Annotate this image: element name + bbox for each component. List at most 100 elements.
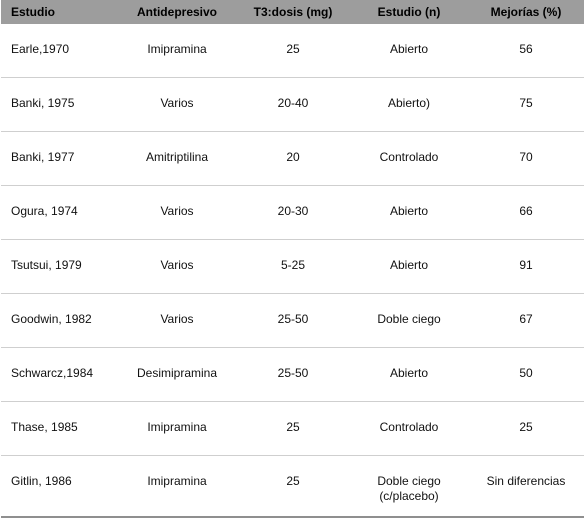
cell-mejorias: 67 bbox=[468, 293, 584, 348]
cell-estudio-text: Goodwin, 1982 bbox=[11, 312, 92, 326]
cell-t3-dosis: 5-25 bbox=[236, 239, 350, 294]
cell-estudio-n: Controlado bbox=[350, 401, 468, 456]
cell-estudio: Ogura, 1974 bbox=[1, 185, 118, 240]
cell-t3-dosis-text: 20-40 bbox=[277, 96, 309, 110]
cell-t3-dosis-text: 25 bbox=[286, 474, 300, 488]
cell-estudio-text: Ogura, 1974 bbox=[11, 204, 78, 218]
cell-antidepresivo: Varios bbox=[118, 239, 236, 294]
cell-antidepresivo: Desimipramina bbox=[118, 347, 236, 402]
cell-estudio-n-text: Abierto bbox=[389, 366, 429, 380]
cell-antidepresivo-text: Imipramina bbox=[147, 474, 207, 488]
cell-t3-dosis-text: 25-50 bbox=[277, 312, 309, 326]
cell-mejorias-text: 75 bbox=[519, 96, 533, 110]
cell-estudio-n: Abierto bbox=[350, 239, 468, 294]
cell-estudio: Schwarcz,1984 bbox=[1, 347, 118, 402]
cell-t3-dosis-text: 25 bbox=[286, 42, 300, 56]
table-row: Schwarcz,1984 Desimipramina 25-50 Abierto 50 bbox=[1, 347, 584, 402]
cell-mejorias-text: Sin diferencias bbox=[486, 474, 566, 488]
cell-antidepresivo: Varios bbox=[118, 77, 236, 132]
cell-antidepresivo: Amitriptilina bbox=[118, 131, 236, 186]
cell-mejorias: 75 bbox=[468, 77, 584, 132]
cell-mejorias-text: 67 bbox=[519, 312, 533, 326]
cell-estudio-n-text: Abierto bbox=[389, 258, 429, 272]
cell-estudio-text: Schwarcz,1984 bbox=[11, 366, 94, 380]
table-row: Goodwin, 1982 Varios 25-50 Doble ciego 67 bbox=[1, 293, 584, 348]
cell-mejorias: 66 bbox=[468, 185, 584, 240]
cell-mejorias-text: 66 bbox=[519, 204, 533, 218]
cell-mejorias: 50 bbox=[468, 347, 584, 402]
cell-estudio-n-text: Controlado bbox=[379, 420, 439, 434]
table-row: Earle,1970 Imipramina 25 Abierto 56 bbox=[1, 24, 584, 78]
cell-t3-dosis: 25 bbox=[236, 24, 350, 78]
cell-t3-dosis: 20-40 bbox=[236, 77, 350, 132]
cell-t3-dosis: 25-50 bbox=[236, 347, 350, 402]
cell-antidepresivo: Imipramina bbox=[118, 24, 236, 78]
cell-t3-dosis: 25 bbox=[236, 455, 350, 518]
header-estudio: Estudio bbox=[1, 0, 118, 24]
cell-estudio: Thase, 1985 bbox=[1, 401, 118, 456]
table-row: Tsutsui, 1979 Varios 5-25 Abierto 91 bbox=[1, 239, 584, 294]
header-estudio-n: Estudio (n) bbox=[350, 0, 468, 24]
cell-t3-dosis-text: 5-25 bbox=[280, 258, 306, 272]
cell-estudio-n: Controlado bbox=[350, 131, 468, 186]
cell-antidepresivo: Varios bbox=[118, 293, 236, 348]
study-table-container: Estudio Antidepresivo T3:dosis (mg) Estu… bbox=[1, 0, 584, 518]
cell-antidepresivo: Varios bbox=[118, 185, 236, 240]
header-mejorias: Mejorías (%) bbox=[468, 0, 584, 24]
header-t3-dosis: T3:dosis (mg) bbox=[236, 0, 350, 24]
cell-estudio-n-text: Abierto) bbox=[387, 96, 431, 110]
cell-mejorias-text: 25 bbox=[519, 420, 533, 434]
cell-estudio-n: Abierto bbox=[350, 185, 468, 240]
cell-estudio: Goodwin, 1982 bbox=[1, 293, 118, 348]
cell-mejorias: 91 bbox=[468, 239, 584, 294]
cell-estudio-n-text: Controlado bbox=[379, 150, 439, 164]
cell-estudio-n-text: Doble ciego bbox=[377, 312, 441, 326]
cell-estudio-n: Doble ciego (c/placebo) bbox=[350, 455, 468, 518]
cell-t3-dosis: 20-30 bbox=[236, 185, 350, 240]
cell-mejorias: 70 bbox=[468, 131, 584, 186]
cell-antidepresivo-text: Imipramina bbox=[147, 420, 207, 434]
cell-antidepresivo-text: Varios bbox=[160, 312, 194, 326]
cell-antidepresivo-text: Desimipramina bbox=[136, 366, 218, 380]
cell-t3-dosis-text: 20-30 bbox=[277, 204, 309, 218]
cell-mejorias: 56 bbox=[468, 24, 584, 78]
header-antidepresivo: Antidepresivo bbox=[118, 0, 236, 24]
cell-t3-dosis: 25 bbox=[236, 401, 350, 456]
cell-estudio: Banki, 1977 bbox=[1, 131, 118, 186]
cell-antidepresivo-text: Varios bbox=[160, 204, 194, 218]
cell-antidepresivo: Imipramina bbox=[118, 401, 236, 456]
cell-antidepresivo-text: Amitriptilina bbox=[145, 150, 208, 164]
cell-mejorias-text: 91 bbox=[519, 258, 533, 272]
cell-estudio: Earle,1970 bbox=[1, 24, 118, 78]
study-table: Estudio Antidepresivo T3:dosis (mg) Estu… bbox=[1, 0, 584, 518]
cell-mejorias-text: 50 bbox=[519, 366, 533, 380]
cell-antidepresivo-text: Imipramina bbox=[147, 42, 207, 56]
table-row: Gitlin, 1986 Imipramina 25 Doble ciego (c/p… bbox=[1, 455, 584, 518]
cell-estudio-text: Gitlin, 1986 bbox=[11, 474, 72, 488]
cell-estudio-n-text: Abierto bbox=[389, 42, 429, 56]
cell-estudio: Gitlin, 1986 bbox=[1, 455, 118, 518]
cell-estudio-text: Banki, 1975 bbox=[11, 96, 75, 110]
cell-mejorias: 25 bbox=[468, 401, 584, 456]
cell-t3-dosis: 20 bbox=[236, 131, 350, 186]
cell-estudio-text: Earle,1970 bbox=[11, 42, 70, 56]
cell-estudio-n-text: Doble ciego (c/placebo) bbox=[377, 474, 441, 503]
table-row: Banki, 1975 Varios 20-40 Abierto) 75 bbox=[1, 77, 584, 132]
cell-antidepresivo-text: Varios bbox=[160, 258, 194, 272]
table-row: Banki, 1977 Amitriptilina 20 Controlado 70 bbox=[1, 131, 584, 186]
cell-mejorias-text: 70 bbox=[519, 150, 533, 164]
cell-estudio-n-text: Abierto bbox=[389, 204, 429, 218]
cell-estudio: Banki, 1975 bbox=[1, 77, 118, 132]
cell-t3-dosis-text: 20 bbox=[286, 150, 300, 164]
cell-estudio-text: Thase, 1985 bbox=[11, 420, 78, 434]
cell-mejorias-text: 56 bbox=[519, 42, 533, 56]
cell-estudio-n: Abierto bbox=[350, 347, 468, 402]
cell-estudio-n: Doble ciego bbox=[350, 293, 468, 348]
cell-t3-dosis-text: 25-50 bbox=[277, 366, 309, 380]
table-header-row: Estudio Antidepresivo T3:dosis (mg) Estu… bbox=[1, 0, 584, 24]
table-row: Ogura, 1974 Varios 20-30 Abierto 66 bbox=[1, 185, 584, 240]
cell-antidepresivo-text: Varios bbox=[160, 96, 194, 110]
cell-estudio: Tsutsui, 1979 bbox=[1, 239, 118, 294]
cell-mejorias: Sin diferencias bbox=[468, 455, 584, 518]
cell-estudio-n: Abierto) bbox=[350, 77, 468, 132]
